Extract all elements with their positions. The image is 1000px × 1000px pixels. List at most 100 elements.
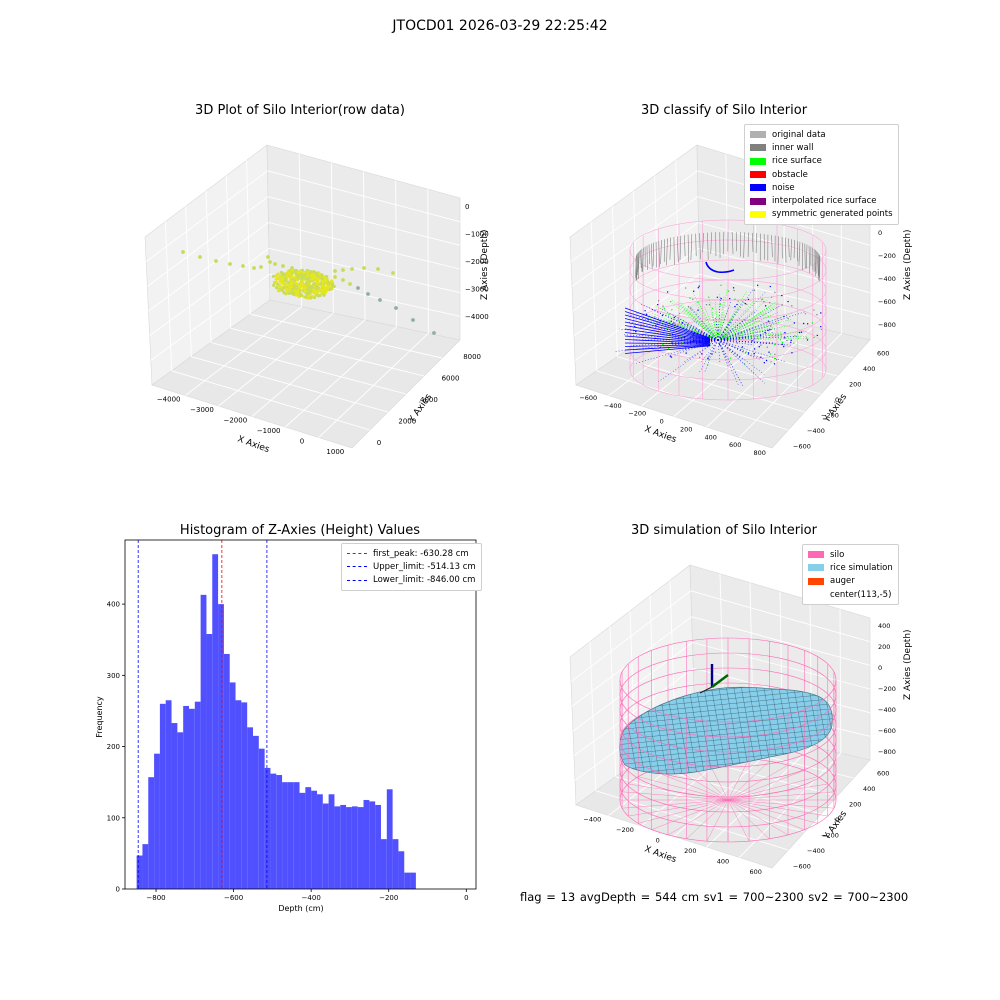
plot2-wall-streak bbox=[642, 247, 644, 272]
plot2-rice-ray bbox=[717, 311, 780, 341]
plot2-point bbox=[690, 308, 692, 310]
histogram-xlabel: Depth (cm) bbox=[278, 904, 323, 913]
histogram-bar bbox=[334, 806, 341, 889]
histogram-bar bbox=[183, 705, 189, 889]
plot2-noise-ray bbox=[689, 305, 719, 341]
plot2-point bbox=[686, 323, 689, 326]
plot1-ytick: 2000 bbox=[398, 418, 416, 426]
plot2-noise-ray bbox=[717, 339, 741, 359]
plot2-noise-ray bbox=[717, 339, 721, 363]
plot2-point bbox=[783, 315, 785, 318]
plot1-point bbox=[296, 274, 300, 278]
plot4-mesh-line bbox=[619, 702, 833, 726]
plot2-point bbox=[787, 300, 789, 303]
plot4-mesh-line bbox=[619, 732, 833, 756]
plot2-point bbox=[669, 300, 672, 303]
plot1-title: 3D Plot of Silo Interior(row data) bbox=[195, 103, 405, 118]
histogram-bar bbox=[276, 775, 283, 889]
plot2-wall-streak bbox=[695, 233, 697, 257]
plot1-point bbox=[297, 286, 302, 290]
plot2-ztick: 0 bbox=[878, 229, 882, 237]
plot2-point bbox=[786, 339, 788, 342]
plot2-legend-swatch bbox=[750, 184, 766, 192]
plot1-point bbox=[376, 267, 380, 271]
plot2-ztick: −400 bbox=[878, 275, 896, 283]
plot1-point bbox=[277, 289, 281, 293]
plot2-xtick: 800 bbox=[754, 449, 766, 457]
plot2-rice-ray bbox=[717, 298, 769, 341]
plot2-wall-streak bbox=[679, 235, 682, 261]
plot2-point bbox=[659, 320, 661, 322]
plot2-wall-streak bbox=[785, 237, 787, 263]
plot2-point bbox=[708, 304, 711, 306]
plot2-point bbox=[746, 303, 748, 306]
plot1-point bbox=[295, 289, 300, 293]
plot2-point bbox=[734, 305, 736, 308]
plot2-point bbox=[693, 290, 695, 292]
histogram-bar bbox=[264, 767, 271, 889]
plot1-point bbox=[333, 275, 337, 279]
plot2-wall-streak bbox=[687, 234, 690, 262]
plot2-noise-ray bbox=[717, 339, 742, 359]
histogram-bar bbox=[154, 753, 160, 889]
plot2-noise-ray bbox=[717, 332, 774, 341]
plot2-legend-label: original data bbox=[772, 129, 826, 140]
plot2-point bbox=[790, 341, 792, 344]
plot2-rice-ray bbox=[644, 313, 719, 341]
plot1-point bbox=[301, 274, 305, 278]
plot2-rice-ray bbox=[717, 302, 779, 341]
histogram-bar bbox=[194, 701, 201, 889]
plot4-center-axis-y bbox=[711, 674, 729, 688]
plot1-point bbox=[303, 289, 307, 293]
plot2-point bbox=[779, 338, 782, 341]
histogram-bar bbox=[136, 855, 143, 889]
plot4-ytick: −600 bbox=[793, 862, 811, 870]
plot2-noise-ray bbox=[624, 318, 711, 341]
plot1-point bbox=[281, 264, 285, 268]
plot2-legend-swatch bbox=[750, 157, 766, 165]
plot4-mesh-line bbox=[619, 707, 833, 731]
plot2-noise-ray bbox=[658, 339, 719, 382]
plot2-point bbox=[714, 351, 717, 353]
plot2-noise-ray bbox=[717, 300, 732, 341]
plot2-point bbox=[770, 296, 773, 298]
plot4-silo-spoke bbox=[638, 776, 729, 801]
plot2-wall-streak bbox=[666, 238, 668, 266]
plot2-rice-ray bbox=[696, 304, 719, 341]
histogram-bar bbox=[351, 806, 358, 889]
plot2-point bbox=[656, 323, 659, 325]
plot2-legend: original data inner wall rice surface obsta… bbox=[744, 124, 899, 226]
plot4-mesh-line bbox=[619, 737, 833, 761]
plot2-noise-ray bbox=[634, 339, 719, 364]
plot2-wall-streak bbox=[796, 240, 799, 262]
plot2-point bbox=[774, 291, 776, 294]
plot2-rice-ray bbox=[688, 309, 719, 341]
plot4-silo-spoke bbox=[727, 799, 789, 836]
plot2-point bbox=[662, 343, 664, 346]
plot1-point bbox=[298, 270, 303, 274]
plot1-point bbox=[330, 282, 335, 286]
plot1-point bbox=[241, 264, 245, 268]
plot1-point bbox=[294, 293, 298, 297]
plot1-point bbox=[362, 266, 366, 270]
plot4-gridline bbox=[739, 753, 842, 858]
plot2-point bbox=[699, 356, 701, 359]
plot2-legend-label: noise bbox=[772, 182, 795, 193]
plot2-point bbox=[805, 337, 808, 339]
plot2-point bbox=[644, 310, 646, 312]
plot2-rice-ray bbox=[698, 302, 719, 341]
plot2-point bbox=[744, 302, 747, 305]
plot2-point bbox=[667, 328, 670, 330]
plot1-point bbox=[432, 331, 436, 335]
plot2-point bbox=[729, 297, 731, 300]
plot2-noise-ray bbox=[717, 319, 734, 341]
plot2-point bbox=[784, 337, 786, 339]
plot2-point bbox=[767, 329, 769, 332]
plot4-ztick: −400 bbox=[878, 706, 896, 714]
plot2-noise-ray bbox=[717, 319, 745, 341]
plot2-point bbox=[720, 284, 722, 287]
histogram-bar bbox=[165, 700, 172, 889]
plot2-point bbox=[781, 304, 784, 306]
plot2-noise-ray bbox=[717, 299, 745, 341]
plot1-xtick: 0 bbox=[300, 437, 304, 445]
